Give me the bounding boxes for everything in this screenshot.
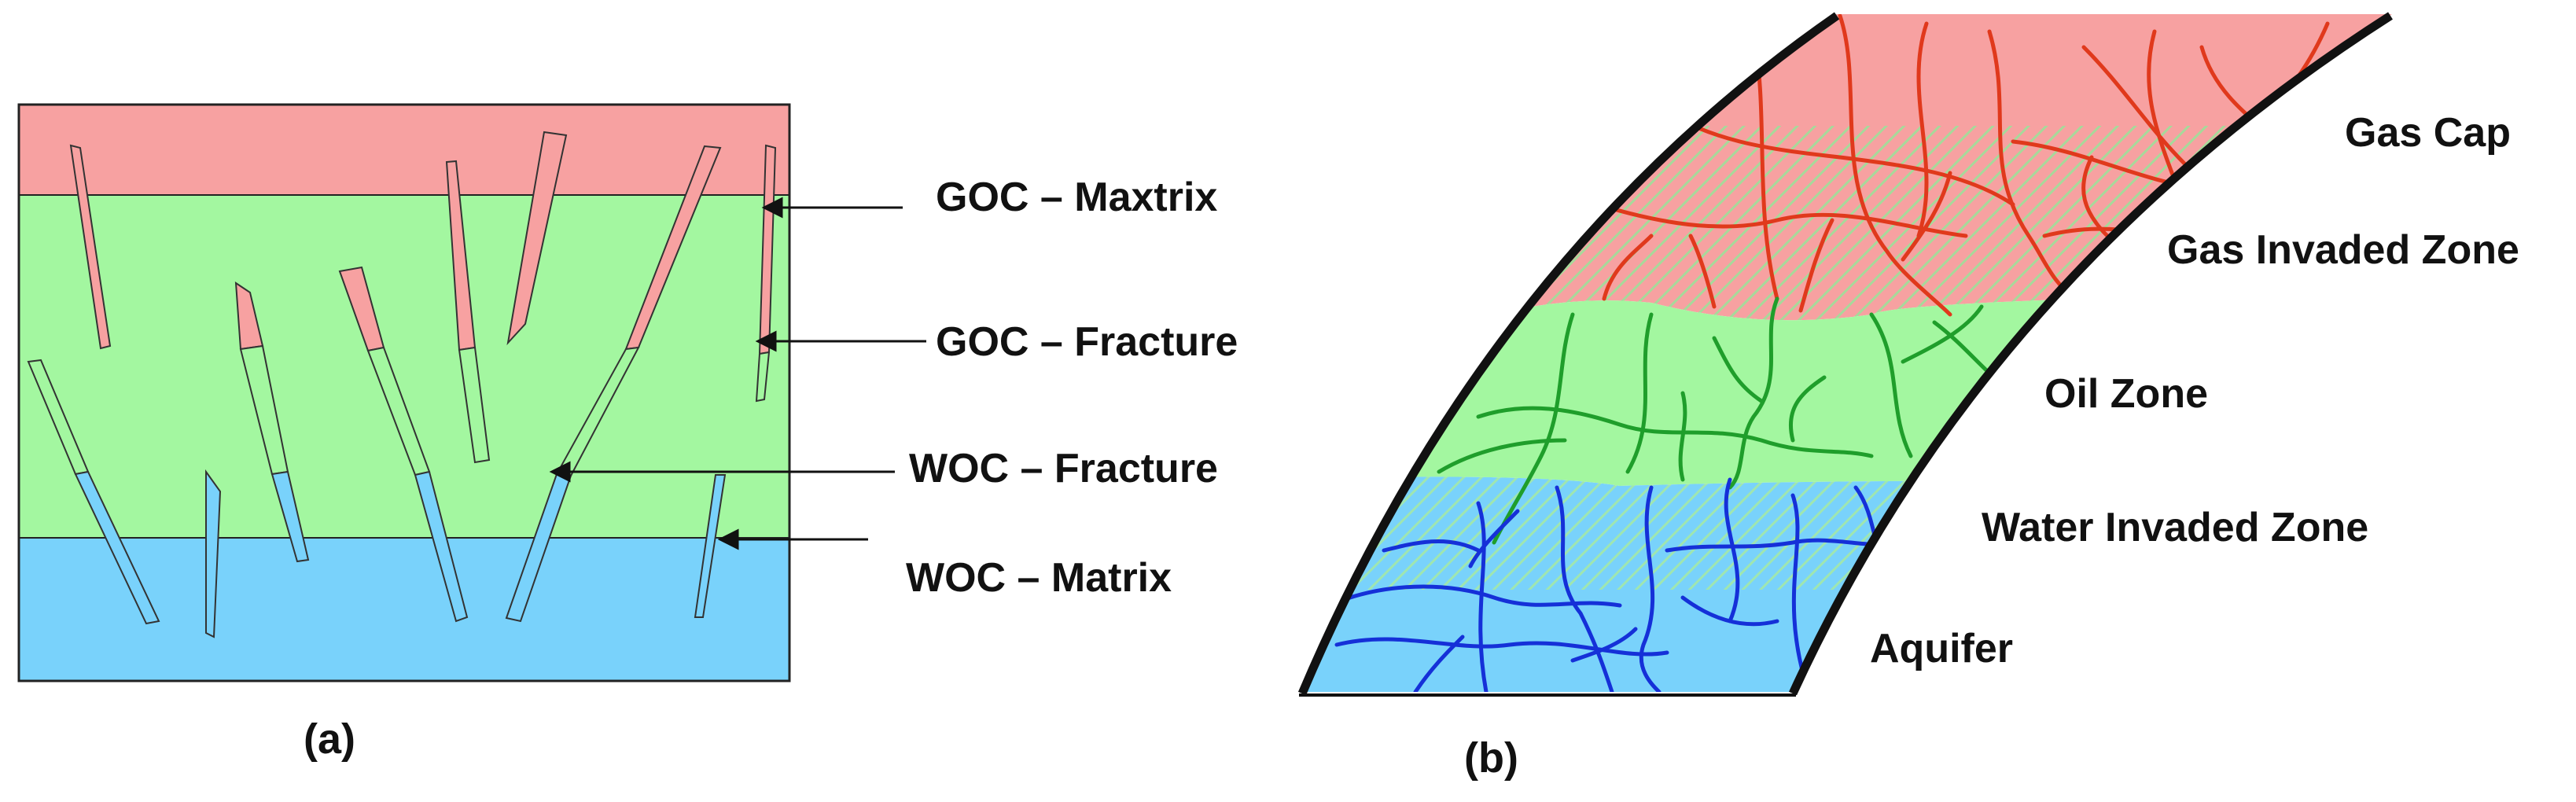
fracture [506,131,568,346]
panel-a-arrows [549,197,926,550]
water-layer [19,538,789,681]
label-goc-fracture: GOC – Fracture [936,319,1238,365]
oil-fractures [1437,296,2015,545]
zone-gas-invaded [1299,126,2392,321]
label-aquifer: Aquifer [1870,626,2013,671]
fracture [458,346,491,464]
fracture [755,351,771,403]
label-goc-matrix: GOC – Maxtrix [936,175,1217,220]
label-oil-zone: Oil Zone [2044,371,2208,417]
fracture [694,474,727,618]
caption-a: (a) [304,716,355,763]
oil-layer [19,195,789,538]
caption-b: (b) [1464,734,1518,782]
fracture [270,470,310,563]
label-gas-cap: Gas Cap [2345,110,2511,156]
label-gas-invaded-zone: Gas Invaded Zone [2167,227,2519,273]
panel-a-matrix-fracture: GOC – Maxtrix GOC – Fracture WOC – Fract… [17,103,1238,763]
fracture [414,470,469,623]
label-woc-fracture: WOC – Fracture [909,446,1218,491]
matrix-outline [17,103,791,682]
fracture [205,469,222,638]
gas-layer [19,105,789,195]
reservoir-right-boundary [1789,12,2393,696]
reservoir-left-boundary [1297,12,1840,696]
fracture [74,470,160,625]
label-woc-matrix: WOC – Matrix [906,555,1172,601]
label-water-invaded-zone: Water Invaded Zone [1982,505,2368,550]
fracture [69,144,112,350]
zone-aquifer [1299,590,2392,692]
fractures [27,131,777,638]
panel-b-reservoir-zones: Gas Cap Gas Invaded Zone Oil Zone Water … [1297,12,2519,782]
zone-oil [1299,291,2392,486]
